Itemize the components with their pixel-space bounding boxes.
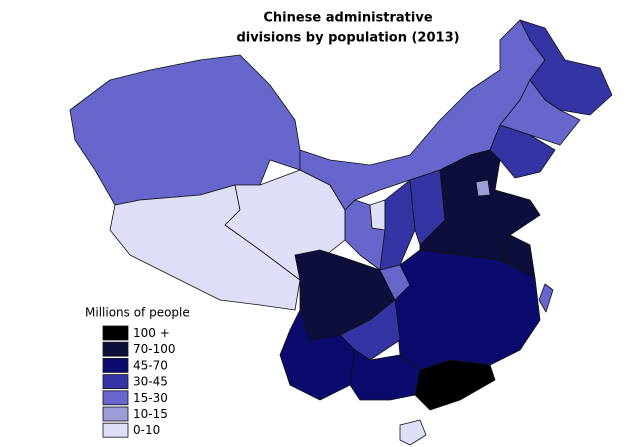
provinces xyxy=(69,19,613,446)
province xyxy=(109,184,301,311)
legend-label: 15-30 xyxy=(133,391,168,405)
legend-swatch xyxy=(102,406,129,422)
legend-label: 0-10 xyxy=(133,423,160,437)
province xyxy=(279,309,356,401)
legend: 100 + 70-100 45-70 30-45 15-30 10-15 0-10 xyxy=(102,325,176,438)
province xyxy=(379,179,416,271)
province xyxy=(538,283,554,313)
legend-swatch xyxy=(102,390,129,406)
province xyxy=(475,179,491,197)
legend-swatch xyxy=(102,325,129,341)
province xyxy=(519,19,613,116)
province xyxy=(399,419,427,446)
title: Chinese administrative xyxy=(263,11,432,26)
legend-label: 100 + xyxy=(133,326,170,340)
legend-swatch xyxy=(102,374,129,390)
province xyxy=(69,54,301,206)
province xyxy=(414,359,496,411)
legend-swatch xyxy=(102,357,129,373)
legend-title: Millions of people xyxy=(85,306,190,320)
title: divisions by population (2013) xyxy=(236,31,459,46)
legend-label: 70-100 xyxy=(133,342,176,356)
legend-label: 45-70 xyxy=(133,358,168,372)
province xyxy=(369,199,386,231)
legend-label: 30-45 xyxy=(133,375,168,389)
legend-swatch xyxy=(102,422,129,438)
legend-label: 10-15 xyxy=(133,407,168,421)
legend-swatch xyxy=(102,341,129,357)
